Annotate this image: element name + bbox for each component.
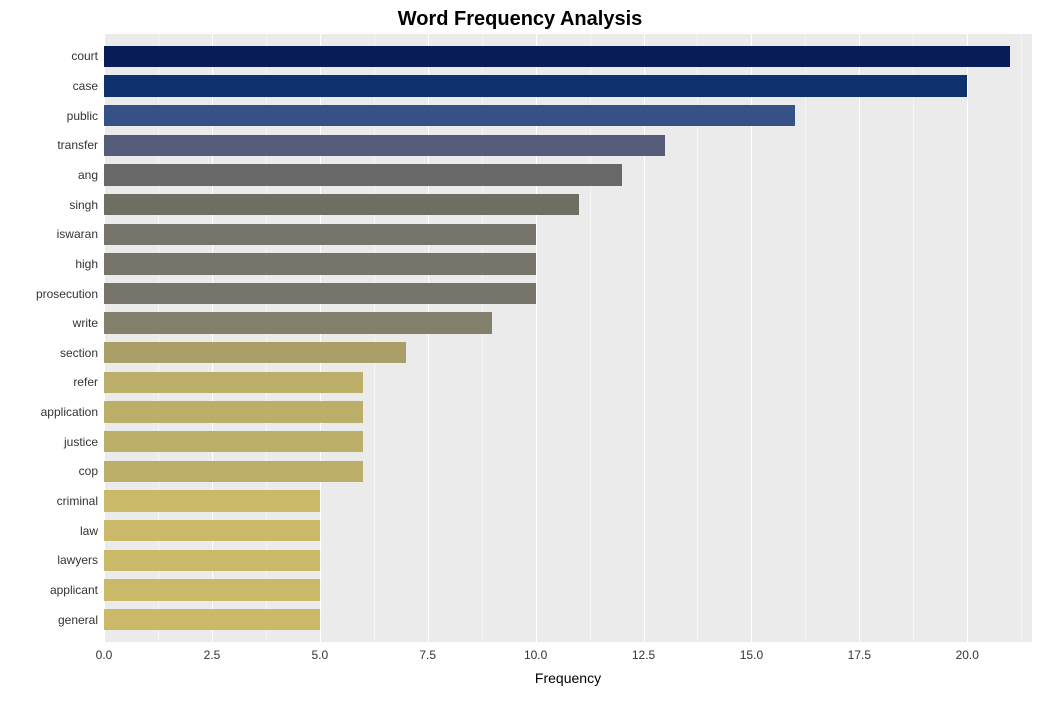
bar	[104, 431, 363, 452]
x-tick-label: 15.0	[740, 648, 763, 662]
bar	[104, 520, 320, 541]
x-tick-label: 5.0	[311, 648, 328, 662]
bar	[104, 46, 1010, 67]
bar-row	[104, 431, 1032, 452]
bar	[104, 312, 492, 333]
bar	[104, 75, 967, 96]
bar-row	[104, 105, 1032, 126]
y-tick-label: iswaran	[57, 227, 98, 241]
chart-title: Word Frequency Analysis	[0, 8, 1040, 31]
bar-row	[104, 75, 1032, 96]
y-tick-label: prosecution	[36, 287, 98, 301]
bar	[104, 253, 536, 274]
x-tick-label: 17.5	[848, 648, 871, 662]
x-tick-label: 12.5	[632, 648, 655, 662]
y-tick-label: application	[41, 405, 98, 419]
bar-row	[104, 372, 1032, 393]
x-tick-label: 20.0	[956, 648, 979, 662]
bar-row	[104, 461, 1032, 482]
bar-row	[104, 164, 1032, 185]
bar	[104, 224, 536, 245]
bar	[104, 283, 536, 304]
x-tick-label: 0.0	[96, 648, 113, 662]
bar	[104, 135, 665, 156]
bar-row	[104, 135, 1032, 156]
y-tick-label: criminal	[57, 494, 98, 508]
bar	[104, 164, 622, 185]
y-tick-label: public	[67, 109, 98, 123]
y-tick-label: justice	[64, 435, 98, 449]
plot-area	[104, 34, 1032, 642]
bar-row	[104, 550, 1032, 571]
bar	[104, 579, 320, 600]
bar	[104, 609, 320, 630]
bar-row	[104, 490, 1032, 511]
bar-row	[104, 253, 1032, 274]
bar	[104, 372, 363, 393]
y-tick-label: court	[71, 49, 98, 63]
x-axis-title: Frequency	[535, 670, 601, 686]
bar-row	[104, 520, 1032, 541]
y-tick-label: refer	[73, 375, 98, 389]
y-tick-label: ang	[78, 168, 98, 182]
bar	[104, 194, 579, 215]
word-frequency-chart: Word Frequency Analysis Frequency court c…	[0, 0, 1040, 701]
x-tick-label: 10.0	[524, 648, 547, 662]
bar	[104, 490, 320, 511]
bar	[104, 461, 363, 482]
bar-row	[104, 46, 1032, 67]
bar-row	[104, 342, 1032, 363]
x-tick-label: 2.5	[204, 648, 221, 662]
y-tick-label: transfer	[57, 138, 98, 152]
y-tick-label: general	[58, 613, 98, 627]
y-tick-label: section	[60, 346, 98, 360]
bar	[104, 105, 795, 126]
y-tick-label: cop	[79, 464, 98, 478]
y-tick-label: case	[73, 79, 98, 93]
bar-row	[104, 609, 1032, 630]
bar-row	[104, 283, 1032, 304]
bar-row	[104, 579, 1032, 600]
bar	[104, 342, 406, 363]
y-tick-label: lawyers	[57, 553, 98, 567]
bar-row	[104, 401, 1032, 422]
bar-row	[104, 224, 1032, 245]
bar-row	[104, 194, 1032, 215]
y-tick-label: law	[80, 524, 98, 538]
y-tick-label: write	[73, 316, 98, 330]
bar	[104, 401, 363, 422]
y-tick-label: singh	[69, 198, 98, 212]
bar-row	[104, 312, 1032, 333]
x-tick-label: 7.5	[419, 648, 436, 662]
y-tick-label: applicant	[50, 583, 98, 597]
bar	[104, 550, 320, 571]
y-tick-label: high	[75, 257, 98, 271]
